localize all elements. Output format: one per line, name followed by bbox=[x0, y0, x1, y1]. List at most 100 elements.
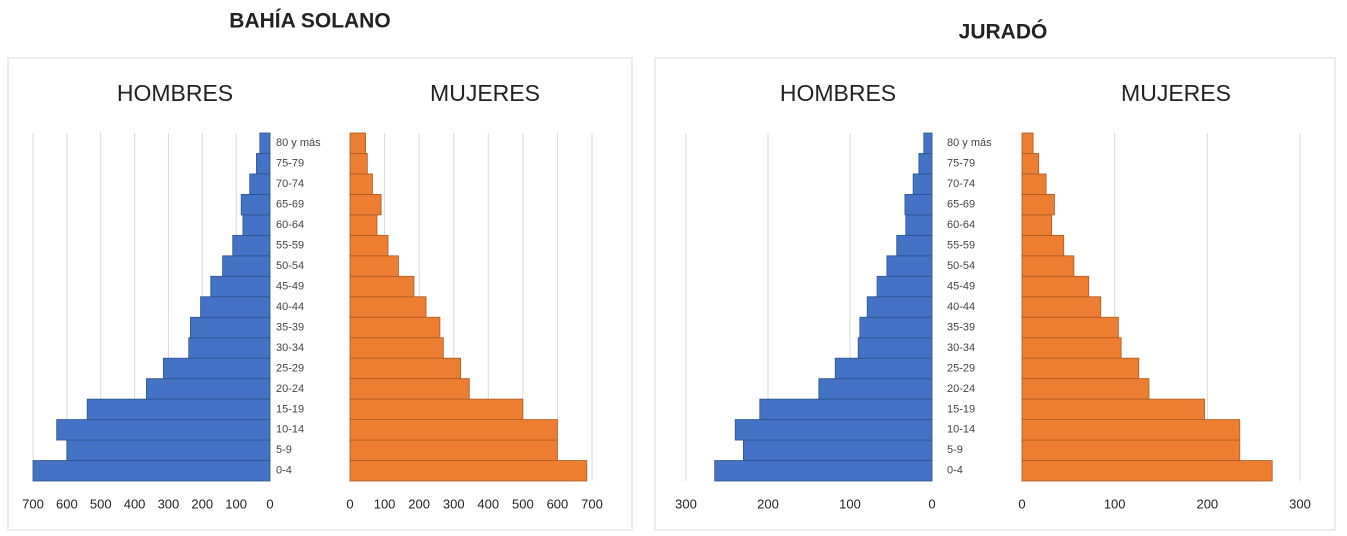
category-label: 35-39 bbox=[276, 321, 304, 333]
bar bbox=[734, 419, 933, 441]
bar bbox=[349, 132, 366, 154]
x-tick-label: 300 bbox=[1289, 496, 1311, 511]
x-tick-label: 400 bbox=[477, 496, 499, 511]
bar bbox=[32, 460, 271, 482]
bar bbox=[349, 255, 399, 277]
x-tick-label: 0 bbox=[266, 496, 273, 511]
x-tick-label: 100 bbox=[374, 496, 396, 511]
bar bbox=[896, 234, 933, 257]
series-heading: HOMBRES bbox=[117, 80, 233, 106]
x-tick-label: 100 bbox=[839, 496, 861, 511]
category-label: 20-24 bbox=[947, 383, 975, 395]
bar bbox=[349, 296, 427, 318]
bar bbox=[349, 153, 368, 175]
x-tick-label: 200 bbox=[408, 496, 430, 511]
panel-border bbox=[7, 57, 633, 531]
bar bbox=[1021, 173, 1047, 195]
category-label: 50-54 bbox=[276, 260, 304, 272]
series-heading: HOMBRES bbox=[780, 80, 896, 106]
bar bbox=[1021, 132, 1034, 154]
x-tick-label: 600 bbox=[56, 496, 78, 511]
panel-border bbox=[654, 57, 1336, 531]
bar bbox=[859, 316, 933, 339]
category-label: 55-59 bbox=[947, 239, 975, 251]
category-label: 0-4 bbox=[276, 465, 292, 477]
x-tick-label: 500 bbox=[90, 496, 112, 511]
bar bbox=[349, 357, 462, 380]
bar bbox=[1021, 316, 1119, 339]
bar bbox=[818, 378, 933, 400]
category-label: 25-29 bbox=[947, 362, 975, 374]
category-label: 15-19 bbox=[947, 403, 975, 415]
bar bbox=[1021, 357, 1140, 380]
bar bbox=[1021, 255, 1075, 277]
x-tick-label: 700 bbox=[22, 496, 44, 511]
category-label: 30-34 bbox=[276, 342, 304, 354]
category-label: 60-64 bbox=[276, 219, 304, 231]
bar bbox=[349, 173, 373, 195]
bar bbox=[56, 419, 271, 441]
bar bbox=[1021, 194, 1055, 216]
bar bbox=[857, 337, 933, 359]
category-label: 30-34 bbox=[947, 342, 975, 354]
bar bbox=[905, 214, 933, 236]
bar bbox=[349, 439, 558, 461]
bar bbox=[918, 153, 933, 175]
category-label: 45-49 bbox=[276, 280, 304, 292]
bar bbox=[349, 337, 444, 359]
bar bbox=[66, 439, 271, 461]
bar bbox=[190, 316, 271, 339]
bar bbox=[923, 132, 933, 154]
category-label: 0-4 bbox=[947, 465, 963, 477]
category-label: 75-79 bbox=[947, 158, 975, 170]
x-tick-label: 400 bbox=[124, 496, 146, 511]
bar bbox=[349, 378, 470, 400]
x-tick-label: 300 bbox=[158, 496, 180, 511]
bar bbox=[1021, 214, 1053, 236]
category-label: 60-64 bbox=[947, 219, 975, 231]
bar bbox=[714, 460, 933, 482]
category-label: 55-59 bbox=[276, 239, 304, 251]
bar bbox=[146, 378, 271, 400]
bar bbox=[200, 296, 271, 318]
bar bbox=[1021, 275, 1090, 298]
x-tick-label: 300 bbox=[675, 496, 697, 511]
category-label: 75-79 bbox=[276, 158, 304, 170]
bar bbox=[912, 173, 933, 195]
category-label: 70-74 bbox=[947, 178, 975, 190]
bar bbox=[349, 460, 588, 482]
x-tick-label: 200 bbox=[757, 496, 779, 511]
bar bbox=[188, 337, 271, 359]
bar bbox=[866, 296, 933, 318]
bar bbox=[249, 173, 271, 195]
bar bbox=[743, 439, 933, 461]
bar bbox=[349, 398, 524, 420]
category-label: 45-49 bbox=[947, 280, 975, 292]
category-label: 80 y más bbox=[276, 137, 321, 149]
x-tick-label: 500 bbox=[512, 496, 534, 511]
bar bbox=[349, 419, 558, 441]
x-tick-label: 200 bbox=[1196, 496, 1218, 511]
category-label: 40-44 bbox=[947, 301, 975, 313]
bar bbox=[259, 132, 271, 154]
bar bbox=[222, 255, 271, 277]
series-heading: MUJERES bbox=[1121, 80, 1231, 106]
category-label: 65-69 bbox=[947, 199, 975, 211]
bar bbox=[1021, 378, 1150, 400]
bar bbox=[256, 153, 271, 175]
chart-title: BAHÍA SOLANO bbox=[229, 10, 390, 33]
category-label: 35-39 bbox=[947, 321, 975, 333]
category-label: 15-19 bbox=[276, 403, 304, 415]
bar bbox=[242, 214, 271, 236]
bar bbox=[886, 255, 933, 277]
bar bbox=[1021, 234, 1065, 257]
bar bbox=[1021, 337, 1122, 359]
x-tick-label: 100 bbox=[225, 496, 247, 511]
category-label: 80 y más bbox=[947, 137, 992, 149]
bar bbox=[162, 357, 271, 380]
bar bbox=[1021, 296, 1102, 318]
x-tick-label: 0 bbox=[928, 496, 935, 511]
category-label: 10-14 bbox=[947, 424, 975, 436]
